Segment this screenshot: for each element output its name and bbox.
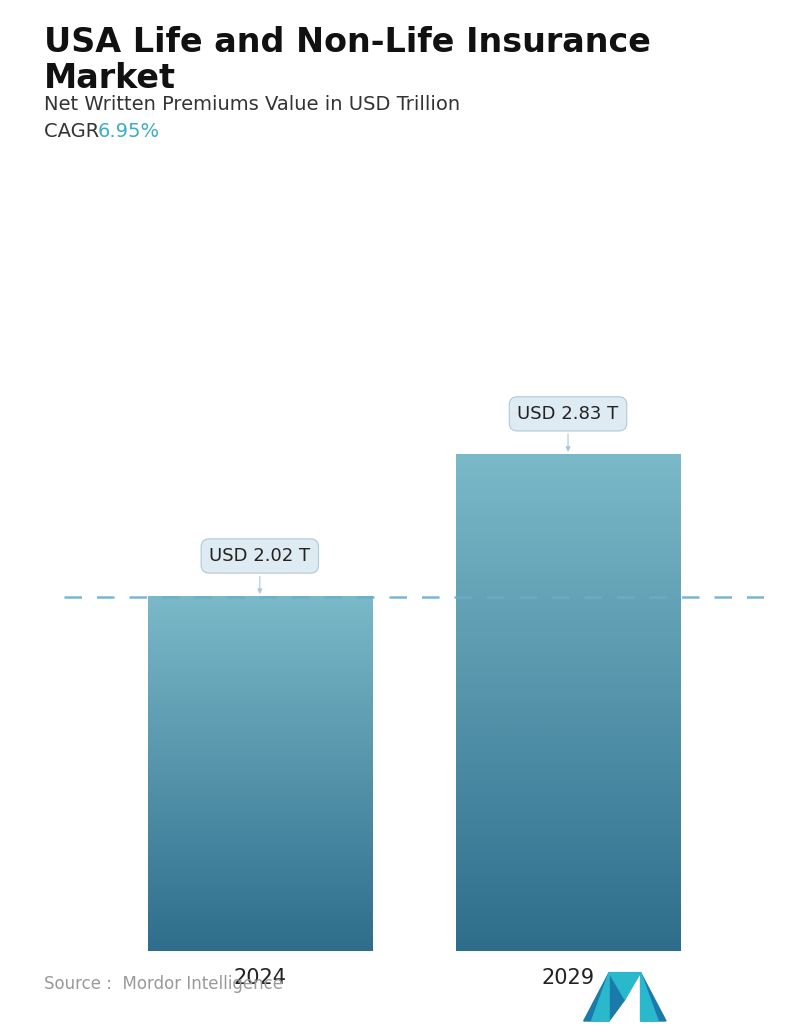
Text: USD 2.02 T: USD 2.02 T xyxy=(209,547,310,592)
Text: Source :  Mordor Intelligence: Source : Mordor Intelligence xyxy=(44,975,283,993)
Polygon shape xyxy=(609,973,641,1000)
Text: USD 2.83 T: USD 2.83 T xyxy=(517,405,618,451)
Text: Market: Market xyxy=(44,62,176,95)
Polygon shape xyxy=(583,973,609,1021)
Text: USA Life and Non-Life Insurance: USA Life and Non-Life Insurance xyxy=(44,26,650,59)
Polygon shape xyxy=(591,973,609,1021)
Text: Net Written Premiums Value in USD Trillion: Net Written Premiums Value in USD Trilli… xyxy=(44,95,460,114)
Polygon shape xyxy=(641,973,666,1021)
Text: CAGR: CAGR xyxy=(44,122,105,141)
Polygon shape xyxy=(609,973,625,1021)
Text: 6.95%: 6.95% xyxy=(98,122,160,141)
Polygon shape xyxy=(641,973,658,1021)
